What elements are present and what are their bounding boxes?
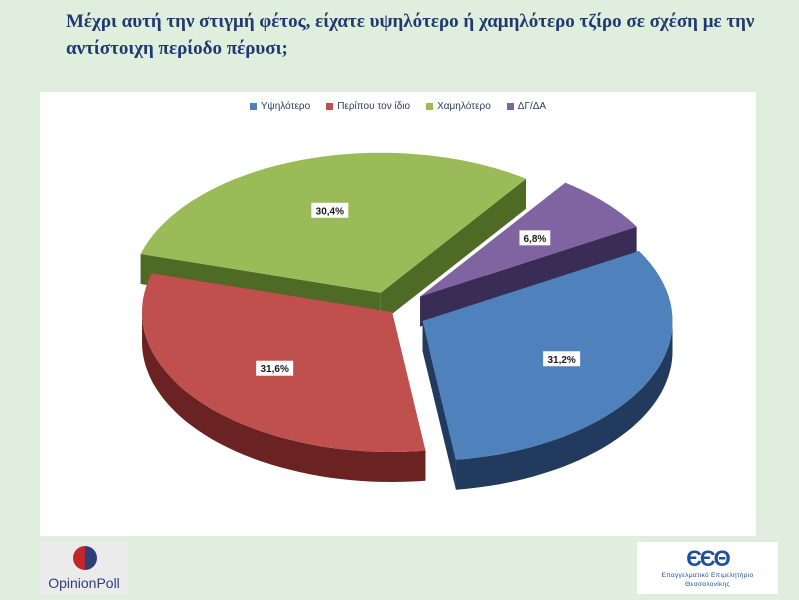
data-label-box <box>256 360 294 376</box>
data-label-text: 31,2% <box>547 355 575 366</box>
data-label-same: 31,6% <box>256 360 294 376</box>
opinionpoll-logo: OpinionPoll <box>40 542 128 594</box>
data-label-box <box>543 351 581 367</box>
chamber-logo-line-1: Επαγγελματικό Επιμελητήριο <box>661 572 754 579</box>
pie-slice-wall <box>455 321 673 490</box>
data-label-text: 31,6% <box>260 364 288 375</box>
title-line-2: αντίστοιχη περίοδο πέρυσι; <box>66 38 288 59</box>
legend-item-lower: Χαμηλότερο <box>426 101 491 112</box>
data-label-higher: 31,2% <box>543 351 581 367</box>
data-label-box <box>311 202 349 218</box>
chamber-logo-mark: ЄЄΘ <box>686 546 730 571</box>
legend-item-same: Περίπου τον ίδιο <box>326 101 410 112</box>
legend-swatch <box>426 103 434 110</box>
pie-slice-top <box>140 152 527 293</box>
legend-label: Υψηλότερο <box>260 101 311 112</box>
data-label-lower: 30,4% <box>311 202 349 218</box>
chart-panel: 31,2% 31,6% 30,4% 6,8% Υψηλότερο Περίπου το… <box>40 92 756 536</box>
pie-slice-wall <box>142 312 426 482</box>
legend-label: Περίπου τον ίδιο <box>337 101 411 112</box>
legend-swatch <box>249 103 257 110</box>
chamber-logo: ЄЄΘ Επαγγελματικό Επιμελητήριο Θεσσαλονί… <box>637 542 778 594</box>
opinionpoll-circle-icon <box>73 546 97 570</box>
page-title: Μέχρι αυτή την στιγμή φέτος, είχατε υψηλ… <box>66 8 766 62</box>
pie-slice-side <box>422 320 456 490</box>
legend-swatch <box>326 103 334 110</box>
data-label-dkna: 6,8% <box>519 230 551 246</box>
legend-swatch <box>506 103 514 110</box>
chamber-logo-line-2: Θεσσαλονίκης <box>685 581 730 588</box>
opinionpoll-logo-text: OpinionPoll <box>48 575 120 591</box>
legend-item-dkna: ΔΓ/ΔΑ <box>506 101 547 112</box>
legend-label: Χαμηλότερο <box>437 101 491 112</box>
data-label-text: 30,4% <box>316 206 344 217</box>
pie-chart: 31,2% 31,6% 30,4% 6,8% <box>140 152 673 490</box>
data-label-text: 6,8% <box>523 234 546 245</box>
title-line-1: Μέχρι αυτή την στιγμή φέτος, είχατε υψηλ… <box>66 11 755 32</box>
data-label-box <box>519 230 551 246</box>
pie-slice-side <box>380 178 527 323</box>
legend-item-higher: Υψηλότερο <box>249 101 311 112</box>
chart-legend: Υψηλότερο Περίπου τον ίδιο Χαμηλότερο ΔΓ… <box>40 101 756 112</box>
pie-slice-side <box>420 226 637 327</box>
legend-label: ΔΓ/ΔΑ <box>517 101 547 112</box>
